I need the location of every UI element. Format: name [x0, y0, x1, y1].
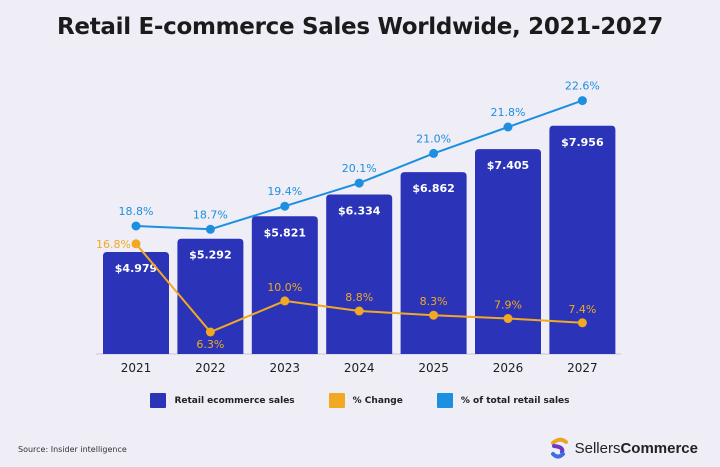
bar: [475, 149, 541, 354]
x-tick-label: 2023: [270, 361, 301, 375]
share-point: [354, 178, 364, 188]
change-data-label: 16.8%: [96, 238, 131, 251]
brand: Sellers Commerce: [549, 437, 698, 459]
source-note: Source: Insider intelligence: [18, 445, 127, 454]
brand-name-light: Sellers: [574, 439, 621, 457]
change-point: [131, 239, 141, 249]
change-point: [429, 310, 439, 320]
bar: [251, 216, 318, 354]
brand-name-bold: Commerce: [620, 439, 698, 457]
bar-value-label: $5.821: [264, 226, 306, 239]
change-data-label: 10.0%: [267, 281, 302, 294]
change-point: [503, 314, 513, 324]
share-data-label: 21.0%: [416, 132, 451, 145]
share-data-label: 22.6%: [565, 80, 600, 93]
share-point: [280, 201, 290, 211]
sellerscommerce-logo-icon: [550, 437, 568, 459]
bar-value-label: $7.405: [487, 159, 529, 172]
x-tick-label: 2024: [344, 361, 375, 375]
change-point: [205, 327, 215, 337]
x-tick-label: 2026: [493, 361, 524, 375]
legend-label-sales: Retail ecommerce sales: [174, 395, 295, 406]
x-tick-label: 2027: [567, 361, 598, 375]
share-point: [131, 221, 141, 231]
bar: [103, 252, 169, 354]
x-tick-label: 2025: [418, 361, 449, 375]
legend-label-share: % of total retail sales: [460, 395, 570, 406]
change-data-label: 8.3%: [420, 295, 448, 308]
bar-value-label: $5.292: [189, 249, 231, 262]
share-data-label: 18.7%: [193, 208, 228, 221]
bar: [549, 125, 616, 354]
legend-item-share: % of total retail sales: [436, 393, 570, 408]
legend: Retail ecommerce sales % Change % of tot…: [0, 393, 720, 408]
bar-value-label: $6.334: [338, 205, 381, 218]
change-point: [577, 318, 587, 328]
legend-item-sales: Retail ecommerce sales: [150, 393, 295, 408]
legend-swatch-change: [328, 393, 345, 408]
x-tick-label: 2021: [121, 361, 152, 375]
chart: $4.979 $5.292 $5.821 $6.334 $6.862 $7.405 $7.9…: [96, 80, 621, 375]
bar-value-label: $6.862: [412, 182, 454, 195]
bar: [326, 194, 393, 354]
share-data-label: 20.1%: [342, 162, 377, 175]
share-data-label: 18.8%: [119, 205, 154, 218]
legend-swatch-sales: [150, 393, 167, 408]
change-data-label: 8.8%: [345, 291, 373, 304]
chart-title: Retail E-commerce Sales Worldwide, 2021-…: [56, 14, 664, 40]
bar-value-label: $4.979: [115, 262, 157, 275]
bar: [400, 172, 467, 354]
share-data-label: 21.8%: [491, 106, 526, 119]
share-point: [577, 96, 587, 106]
legend-swatch-share: [436, 393, 453, 408]
change-data-label: 6.3%: [196, 338, 224, 351]
legend-item-change: % Change: [328, 393, 403, 408]
legend-label-change: % Change: [352, 395, 403, 406]
change-point: [280, 296, 290, 306]
change-point: [354, 306, 364, 316]
share-point: [205, 224, 215, 234]
x-tick-label: 2022: [195, 361, 226, 375]
change-data-label: 7.4%: [568, 303, 596, 316]
share-data-label: 19.4%: [267, 185, 302, 198]
share-point: [503, 122, 513, 132]
bar-value-label: $7.956: [561, 136, 604, 149]
change-data-label: 7.9%: [494, 299, 522, 312]
share-point: [429, 148, 439, 158]
